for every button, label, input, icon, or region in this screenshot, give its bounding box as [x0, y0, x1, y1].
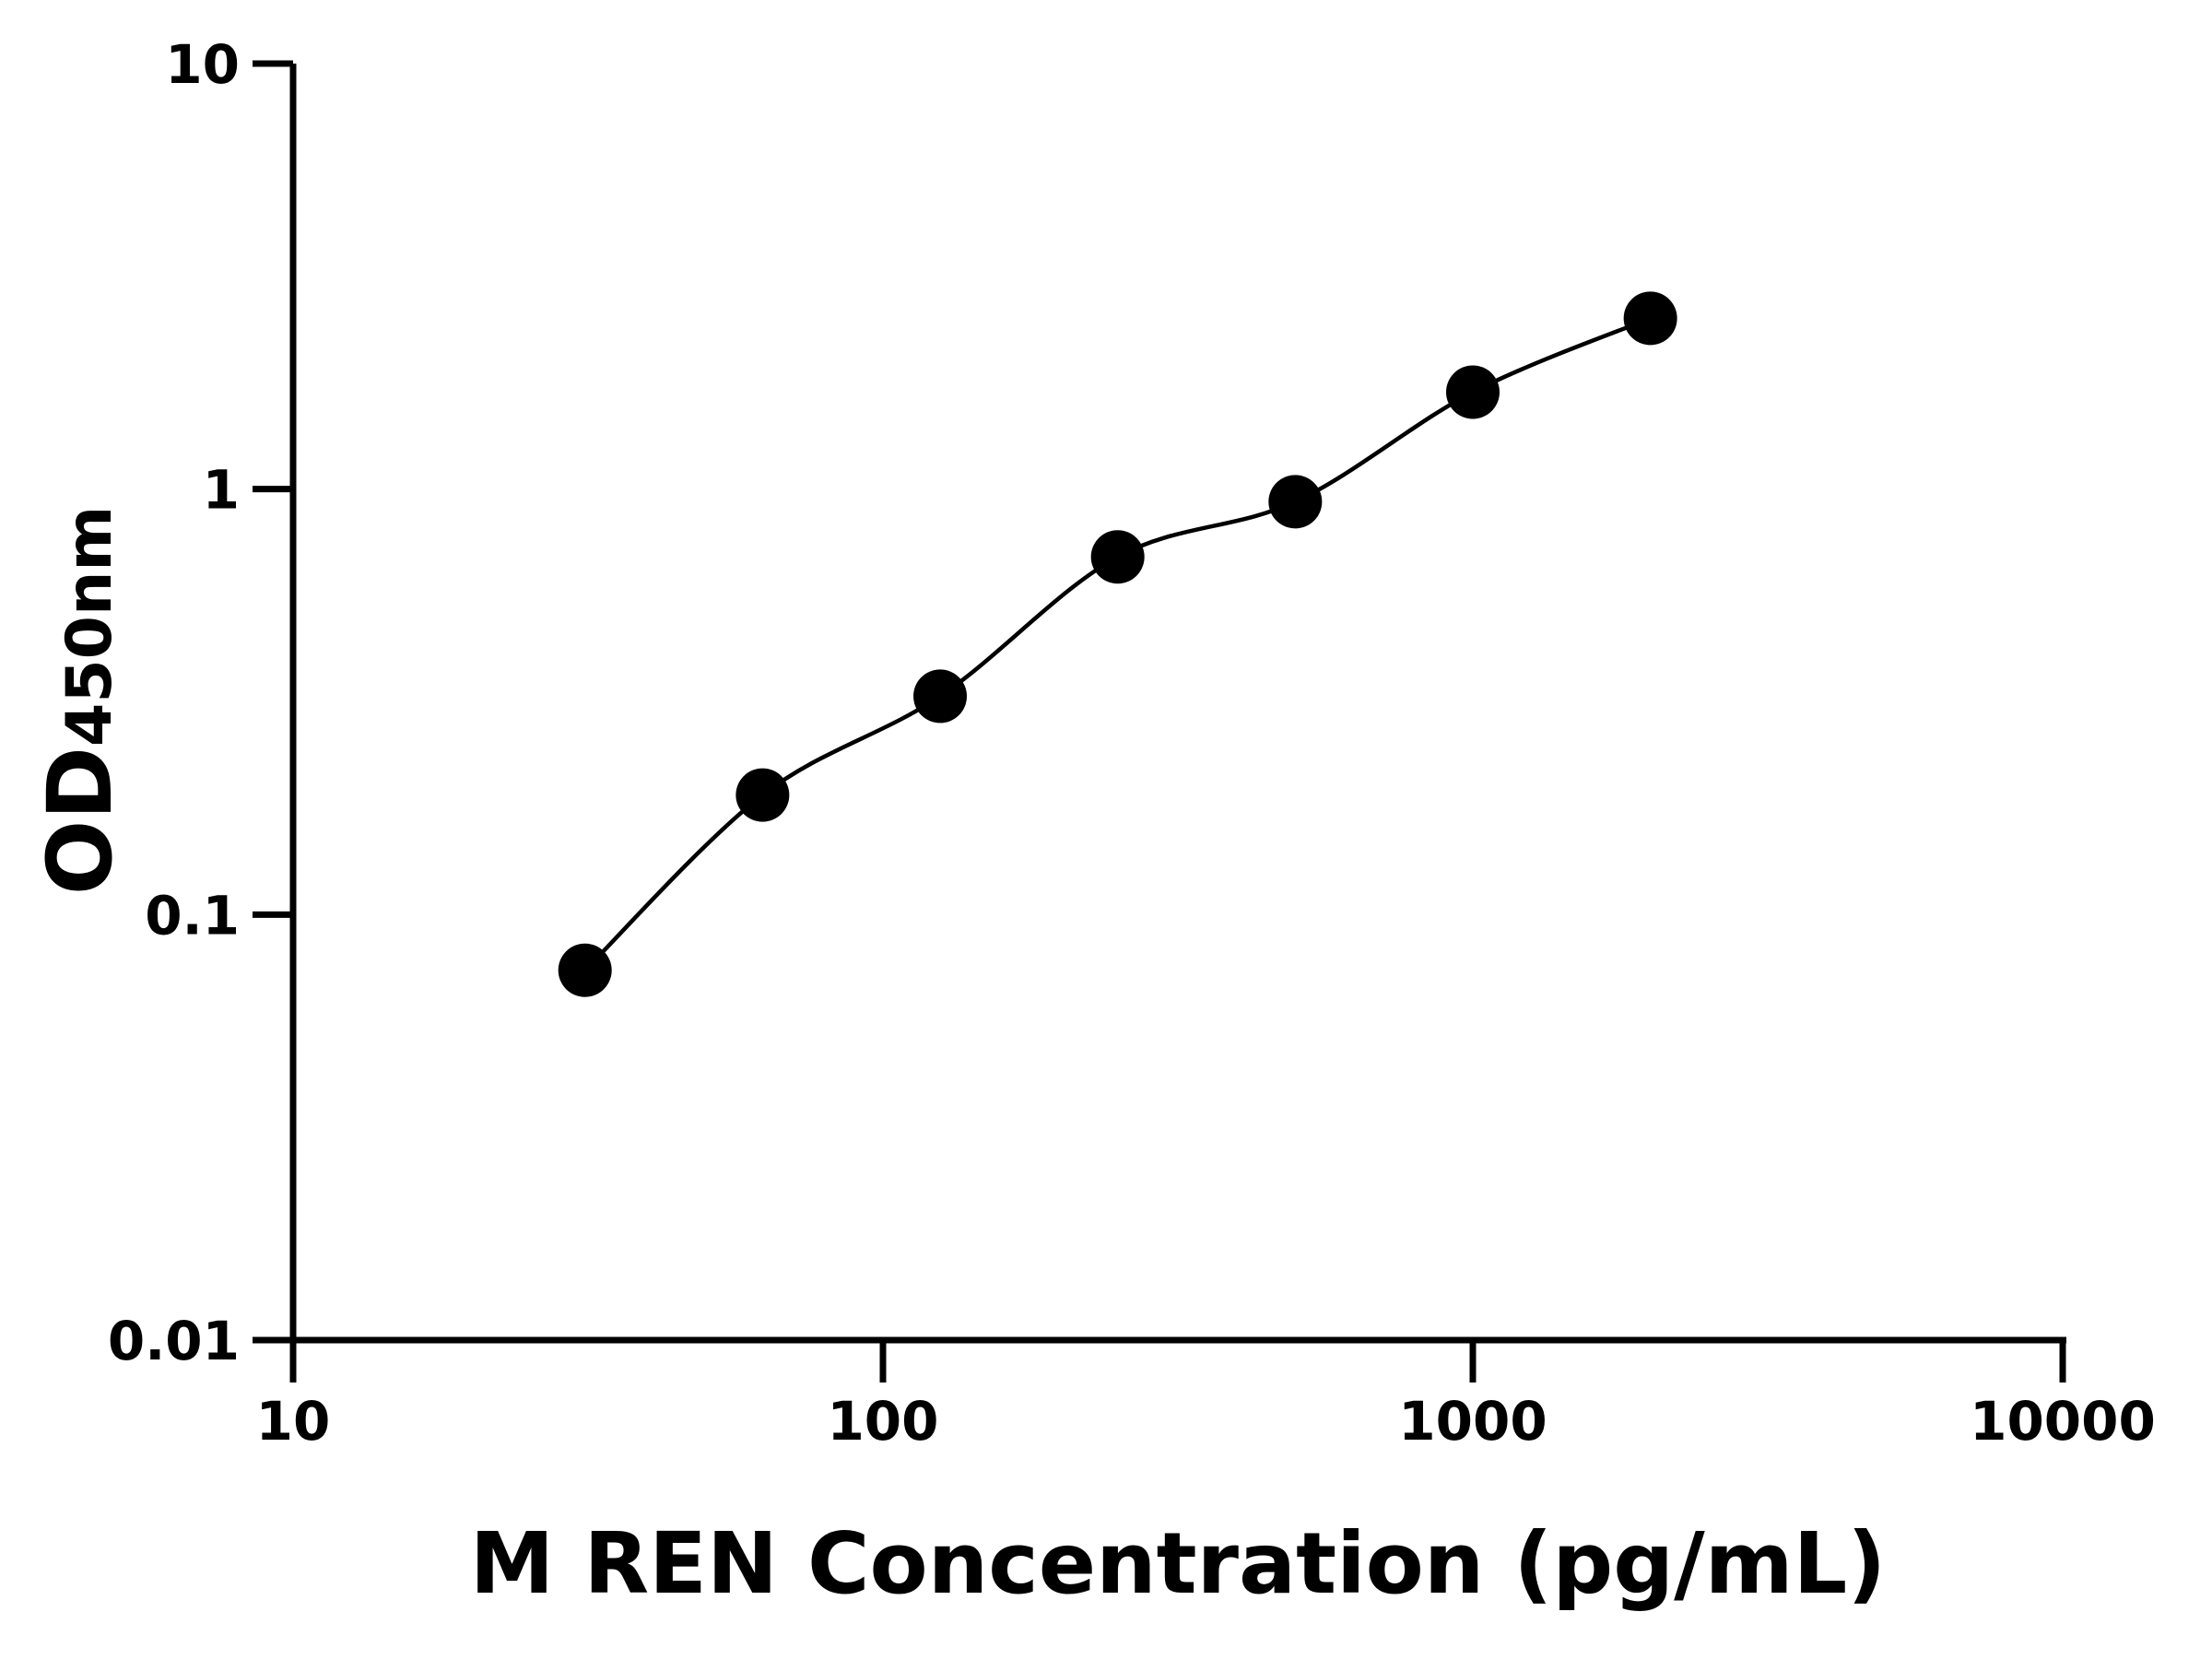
x-tick-label: 1000 [1398, 1390, 1547, 1453]
y-axis-label: OD450nm [29, 506, 132, 896]
y-axis-label-sub: 450nm [53, 506, 126, 747]
data-point [1090, 530, 1145, 584]
y-tick-label: 0.01 [108, 1310, 240, 1372]
axes: 10 100 1000 10000 0.01 0.1 1 10 [108, 33, 2156, 1453]
data-point [1268, 475, 1323, 529]
fit-curve-group [583, 316, 1652, 972]
data-point [558, 943, 612, 997]
data-point [913, 669, 968, 724]
fit-curve [583, 316, 1652, 972]
x-tick-label: 10000 [1970, 1390, 2156, 1453]
data-points [558, 291, 1677, 997]
data-point [735, 768, 790, 822]
y-axis-label-main: OD [29, 747, 132, 895]
x-axis-label: M REN Concentration (pg/mL) [470, 1514, 1887, 1613]
data-point [1446, 365, 1500, 419]
x-tick-label: 100 [827, 1390, 938, 1453]
data-point [1623, 291, 1677, 346]
y-tick-label: 1 [203, 459, 240, 522]
y-tick-label: 10 [165, 33, 240, 96]
y-tick-label: 0.1 [145, 884, 240, 947]
x-tick-label: 10 [256, 1390, 331, 1453]
